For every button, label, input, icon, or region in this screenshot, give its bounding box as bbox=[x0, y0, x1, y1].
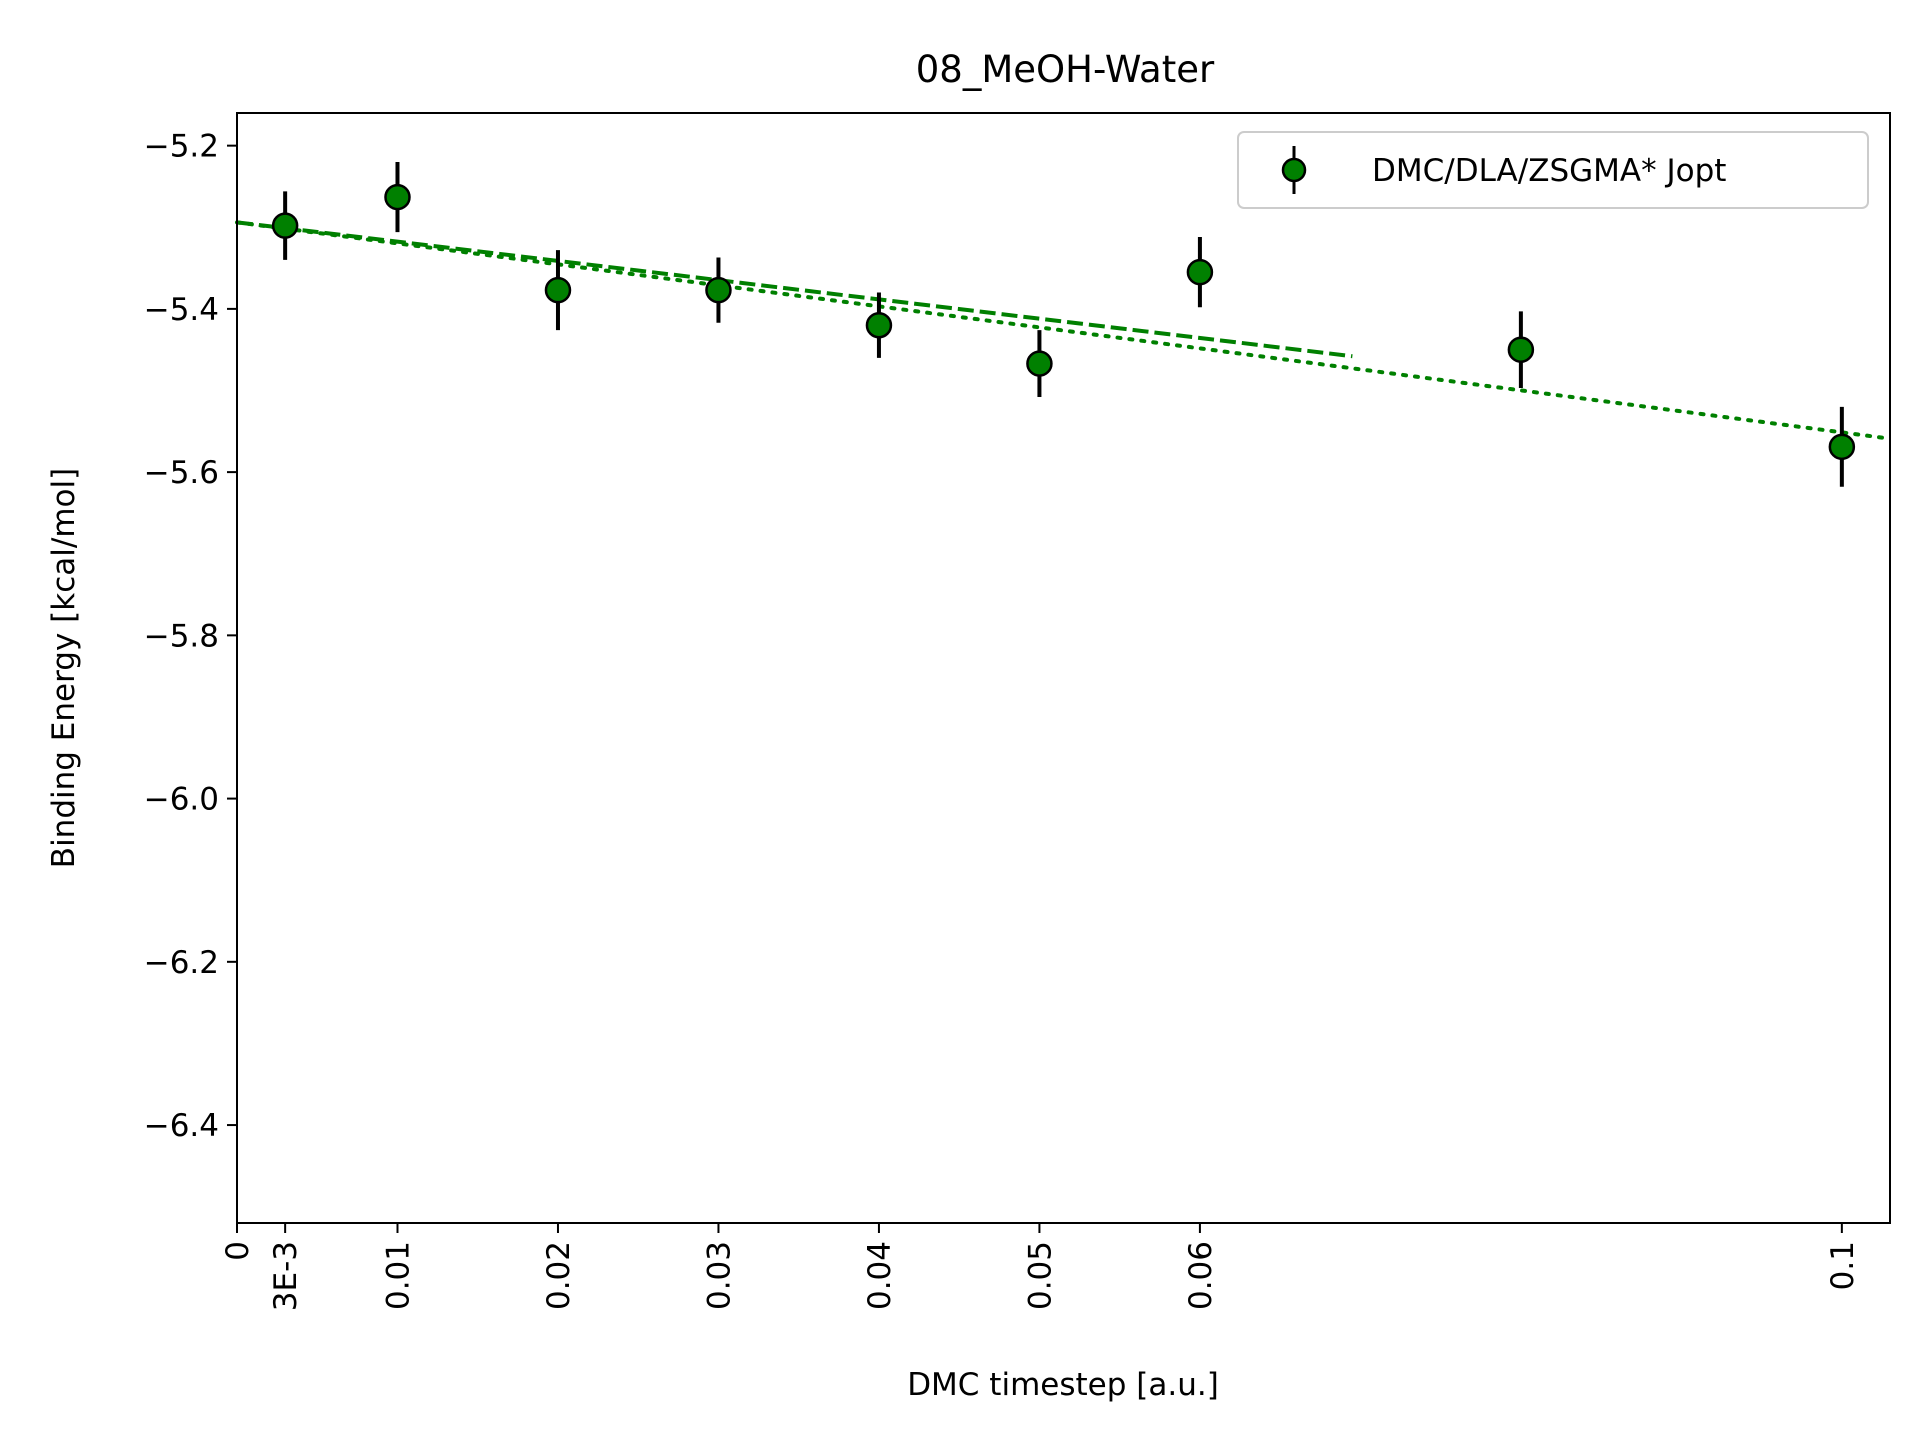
legend-entry-label: DMC/DLA/ZSGMA* Jopt bbox=[1372, 153, 1726, 189]
data-point bbox=[865, 311, 893, 339]
legend-box bbox=[1237, 131, 1869, 209]
x-axis-ticks: 0 3E-3 0.01 0.02 0.03 0.04 0.05 0.06 0.1 bbox=[220, 1223, 1861, 1311]
y-tick-label: −6.0 bbox=[144, 782, 219, 818]
data-point bbox=[1186, 258, 1214, 286]
data-point bbox=[271, 212, 299, 239]
data-point bbox=[705, 276, 732, 304]
data-point bbox=[1507, 336, 1535, 363]
plot-frame bbox=[236, 112, 1891, 1224]
y-tick-label: −5.6 bbox=[144, 455, 219, 491]
x-tick-label: 0.03 bbox=[701, 1241, 737, 1310]
y-axis-label: Binding Energy [kcal/mol] bbox=[46, 468, 82, 868]
legend: DMC/DLA/ZSGMA* Jopt bbox=[1237, 131, 1869, 209]
data-point bbox=[384, 183, 411, 211]
x-tick-label: 3E-3 bbox=[268, 1241, 304, 1311]
x-axis-label: DMC timestep [a.u.] bbox=[907, 1367, 1219, 1403]
x-tick-label: 0.01 bbox=[380, 1241, 416, 1310]
data-points bbox=[271, 183, 1856, 461]
x-tick-label: 0.06 bbox=[1183, 1241, 1219, 1310]
x-tick-label: 0.04 bbox=[862, 1241, 898, 1310]
y-tick-label: −5.2 bbox=[144, 129, 219, 165]
data-point bbox=[544, 276, 572, 304]
fit-line-dashed bbox=[236, 220, 1353, 359]
y-tick-label: −6.2 bbox=[144, 945, 219, 981]
x-tick-label: 0.05 bbox=[1022, 1241, 1058, 1310]
y-axis-ticks: −5.2 −5.4 −5.6 −5.8 −6.0 −6.2 −6.4 bbox=[144, 129, 237, 1144]
data-point bbox=[1026, 350, 1053, 377]
data-point bbox=[1828, 433, 1856, 461]
y-tick-label: −6.4 bbox=[144, 1108, 219, 1144]
fit-lines bbox=[235, 220, 1892, 441]
fit-line-dotted bbox=[235, 220, 1892, 441]
y-tick-label: −5.4 bbox=[144, 292, 219, 328]
legend-marker bbox=[1281, 157, 1307, 183]
x-tick-label: 0.1 bbox=[1825, 1241, 1861, 1290]
x-tick-label: 0.02 bbox=[541, 1241, 577, 1310]
x-tick-label: 0 bbox=[220, 1241, 256, 1261]
chart-title: 08_MeOH-Water bbox=[916, 48, 1215, 91]
y-tick-label: −5.8 bbox=[144, 618, 219, 654]
